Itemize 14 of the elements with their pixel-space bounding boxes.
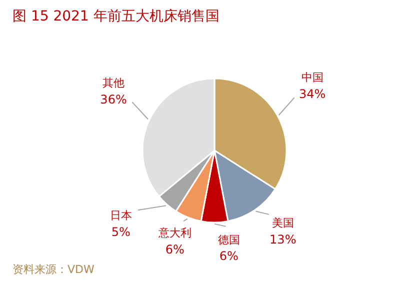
text: 资料来源：VDW — [12, 263, 94, 276]
slice-label: 日本 — [110, 208, 132, 222]
data-label: 6% — [219, 249, 238, 264]
data-label: 36% — [100, 92, 127, 107]
data-label: 6% — [165, 242, 184, 256]
slice-label: 其他 — [102, 76, 125, 90]
slice-label: 意大利 — [157, 226, 192, 240]
data-label: 34% — [298, 87, 326, 102]
data-label: 13% — [270, 232, 296, 246]
chart-title: 图 15 2021 年前五大机床销售国 — [12, 8, 220, 24]
slice-label: 德国 — [218, 233, 240, 246]
data-label: 5% — [111, 224, 130, 239]
slice-label: 中国 — [301, 71, 324, 84]
slice-label: 美国 — [272, 216, 294, 230]
